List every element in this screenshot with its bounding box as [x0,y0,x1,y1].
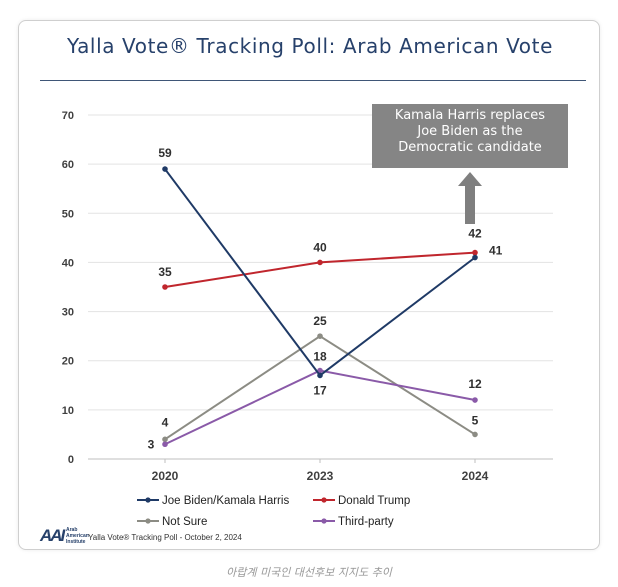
aai-logo: AAI [40,526,65,545]
callout-line-1: Kamala Harris replaces [394,108,546,123]
institute-line-2: American [66,533,89,539]
data-point [162,284,168,290]
source-note: Yalla Vote® Tracking Poll - October 2, 2… [88,533,242,542]
data-label: 12 [468,377,482,391]
data-point [317,372,323,379]
callout-line-2: Joe Biden as the [417,124,523,139]
data-label: 25 [313,314,327,328]
data-label: 41 [489,244,503,258]
legend-label: Donald Trump [338,495,410,507]
legend-marker [145,497,151,503]
data-point [472,249,478,256]
data-point [472,431,478,438]
x-tick-label: 2023 [307,469,334,483]
data-label: 17 [313,383,327,397]
annotation-callout: Kamala Harris replaces Joe Biden as the … [372,104,568,168]
data-point [472,254,478,261]
data-label: 4 [162,415,169,429]
up-arrow-icon [458,172,482,224]
data-point [162,436,168,443]
chart-title: Yalla Vote® Tracking Poll: Arab American… [67,34,553,58]
y-tick-label: 50 [62,208,74,220]
data-point [317,333,323,339]
data-label: 40 [313,240,327,254]
y-tick-label: 20 [62,356,74,368]
x-tick-label: 2024 [462,469,489,483]
institute-line-1: Arab [66,527,78,533]
y-tick-label: 10 [62,405,74,417]
data-point [317,259,323,266]
title-divider [40,80,586,81]
legend-label: Joe Biden/Kamala Harris [162,495,289,507]
series-line [164,251,476,288]
y-tick-label: 0 [68,454,74,466]
legend-marker [321,518,327,524]
x-tick-label: 2020 [152,469,179,483]
y-tick-label: 60 [62,159,74,171]
series-line [164,168,476,377]
data-point [472,397,478,403]
institute-line-3: Institute [66,539,86,545]
y-tick-label: 40 [62,257,74,269]
data-label: 5 [472,413,479,427]
y-tick-label: 30 [62,307,74,319]
data-point [162,441,168,448]
image-caption: 아랍계 미국인 대선후보 지지도 추이 [226,566,392,579]
y-tick-label: 70 [62,110,74,122]
data-point [162,166,168,172]
legend-label: Not Sure [162,516,207,528]
legend-marker [321,497,327,503]
data-label: 59 [158,146,172,160]
institute-name: Arab American Institute [66,527,89,545]
data-label: 3 [148,437,155,451]
legend-marker [145,518,151,524]
data-label: 18 [313,350,327,364]
legend-label: Third-party [338,516,394,528]
data-label: 42 [468,227,482,241]
data-label: 35 [158,265,172,279]
callout-line-3: Democratic candidate [398,140,542,155]
